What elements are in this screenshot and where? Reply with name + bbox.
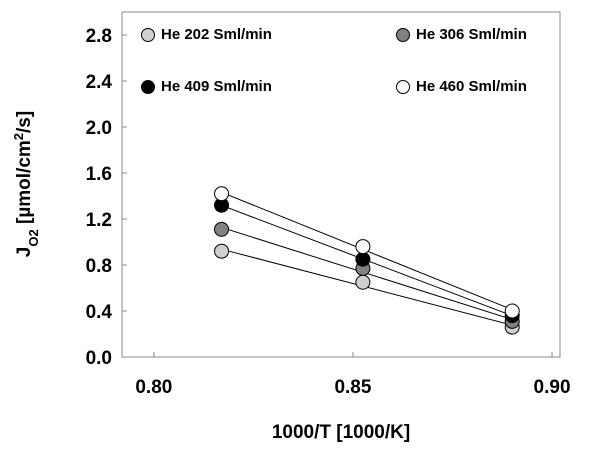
legend-marker <box>396 28 410 42</box>
legend-label: He 460 Sml/min <box>416 78 527 95</box>
x-tick-label: 0.80 <box>135 377 172 398</box>
legend-label: He 306 Sml/min <box>416 26 527 43</box>
plot-frame <box>121 11 561 358</box>
legend-marker <box>396 80 410 94</box>
y-tick-label: 2.0 <box>86 118 112 139</box>
y-label-part: J <box>14 247 35 258</box>
data-point <box>504 303 520 319</box>
data-point <box>355 251 371 267</box>
data-point <box>214 243 230 259</box>
x-tick-label: 0.90 <box>534 377 571 398</box>
legend-marker <box>141 28 155 42</box>
data-point <box>214 221 230 237</box>
y-label-part: 2 <box>11 133 26 140</box>
y-label-part: O2 <box>26 229 41 246</box>
x-tick-label: 0.85 <box>334 377 371 398</box>
data-point <box>355 239 371 255</box>
y-tick-label: 2.8 <box>86 26 112 47</box>
x-axis-label: 1000/T [1000/K] <box>272 422 410 443</box>
legend-label: He 409 Sml/min <box>161 78 272 95</box>
y-tick-label: 1.2 <box>86 210 112 231</box>
y-tick-label: 2.4 <box>86 72 113 93</box>
legend-marker <box>141 80 155 94</box>
y-tick-label: 0.0 <box>86 348 112 369</box>
y-label-part: [µmol/cm <box>14 140 35 229</box>
y-tick-label: 0.4 <box>86 302 113 323</box>
data-point <box>214 186 230 202</box>
data-point <box>355 274 371 290</box>
legend-label: He 202 Sml/min <box>161 26 272 43</box>
y-axis-label: JO2 [µmol/cm2/s] <box>11 111 41 257</box>
y-label-part: /s] <box>14 111 35 133</box>
y-tick-label: 0.8 <box>86 256 112 277</box>
y-tick-label: 1.6 <box>86 164 112 185</box>
